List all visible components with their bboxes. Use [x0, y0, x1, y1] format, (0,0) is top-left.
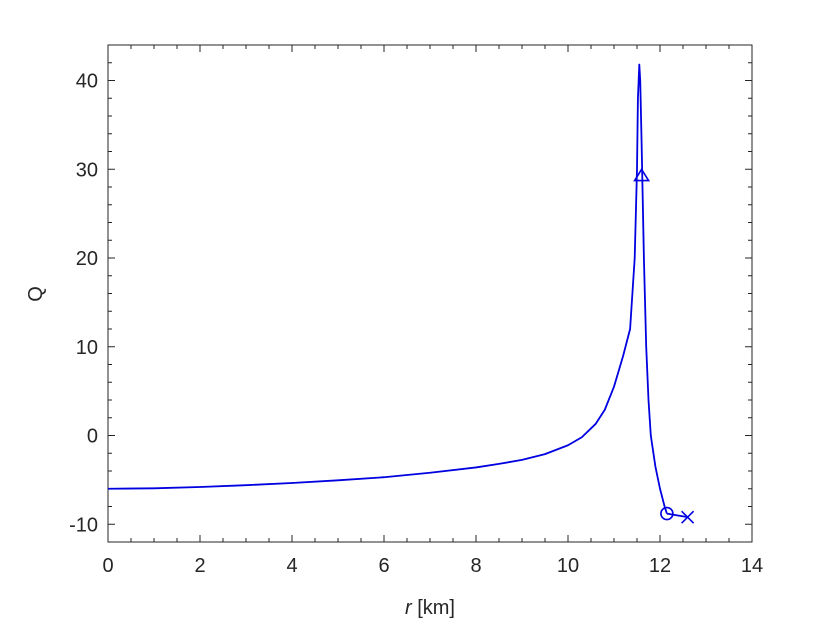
x-tick-label: 4	[286, 555, 297, 577]
y-axis-label: Q	[25, 286, 47, 302]
x-tick-label: 12	[649, 555, 671, 577]
circle-marker	[660, 506, 674, 521]
y-tick-label: -10	[69, 514, 98, 536]
y-tick-label: 40	[76, 71, 98, 93]
x-tick-label: 8	[470, 555, 481, 577]
tail-segment	[666, 512, 688, 519]
x-tick-label: 2	[194, 555, 205, 577]
y-tick-label: 10	[76, 337, 98, 359]
cross-marker	[681, 510, 695, 524]
y-tick-label: 0	[87, 426, 98, 448]
y-tick-label: 30	[76, 159, 98, 181]
triangle-marker	[633, 167, 651, 182]
x-tick-label: 6	[378, 555, 389, 577]
ticks	[107, 44, 753, 543]
x-tick-label: 10	[557, 555, 579, 577]
x-tick-label: 0	[102, 555, 113, 577]
series-layer	[107, 63, 688, 519]
x-axis-label: r [km]	[405, 597, 455, 619]
y-tick-label: 20	[76, 248, 98, 270]
series-line	[107, 63, 668, 514]
x-tick-label: 14	[741, 555, 763, 577]
markers-layer	[633, 167, 695, 524]
